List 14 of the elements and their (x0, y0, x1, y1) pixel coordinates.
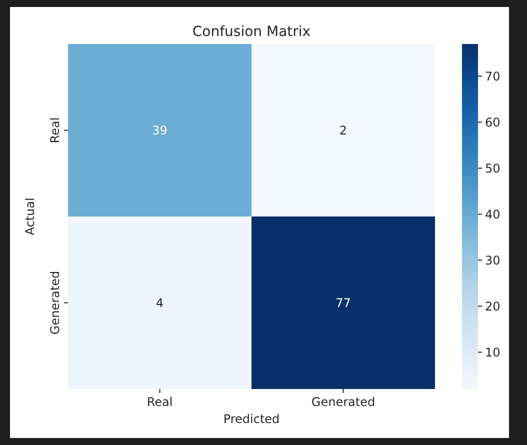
color-bar-label: 70 (485, 69, 500, 84)
color-bar-label: 50 (485, 161, 500, 176)
color-bar-label: 10 (485, 345, 500, 360)
color-bar-label: 20 (485, 299, 500, 314)
data-label: 2 (339, 123, 348, 138)
data-label: 39 (152, 123, 168, 138)
color-bar-label: 30 (485, 253, 500, 268)
color-bar-label: 40 (485, 207, 500, 222)
chart-title: Confusion Matrix (192, 24, 311, 40)
data-label: 77 (336, 296, 351, 310)
y-axis-title: Actual (23, 198, 37, 236)
x-axis-title: Predicted (223, 412, 280, 426)
color-bar-label: 60 (485, 115, 500, 130)
data-label: 4 (156, 296, 164, 310)
